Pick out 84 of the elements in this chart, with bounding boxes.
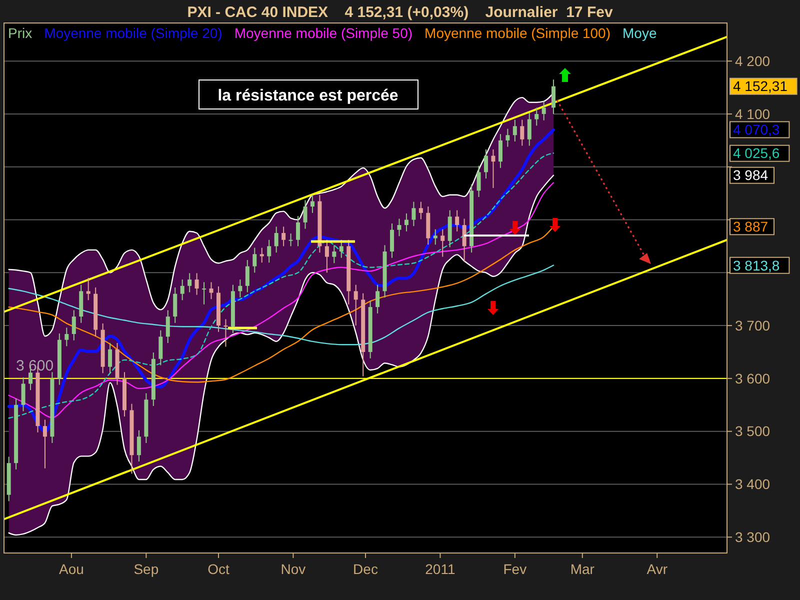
x-tick-label: Sep — [134, 561, 159, 577]
y2-tick-label: 4 152,31 — [733, 78, 788, 94]
candlestick — [303, 200, 308, 230]
candlestick — [491, 148, 496, 189]
candlestick — [390, 222, 394, 258]
candlestick — [282, 226, 286, 247]
text: Moyenne mobile (Simple 100) — [424, 25, 611, 41]
text: Moyenne mobile (Simple 20) — [44, 25, 222, 41]
x-tick-label: Avr — [646, 561, 668, 577]
candlestick — [324, 239, 329, 274]
candlestick — [484, 148, 488, 180]
candlestick — [209, 282, 214, 300]
candlestick — [551, 79, 556, 114]
candlestick — [433, 228, 438, 246]
candlestick — [64, 327, 69, 347]
candlestick — [498, 134, 502, 168]
candlestick — [136, 430, 141, 462]
candlestick — [180, 279, 184, 301]
candlestick — [440, 228, 445, 258]
chart-title: PXI - CAC 40 INDEX 4 152,31 (+0,03%) Journalier 17 Fev — [187, 4, 614, 21]
candlestick — [238, 279, 242, 298]
candlestick — [512, 119, 517, 142]
candlestick — [21, 376, 26, 412]
candlestick — [267, 239, 272, 264]
candlestick — [542, 100, 546, 121]
candlestick — [455, 210, 460, 232]
candlestick — [476, 165, 481, 198]
candlestick — [274, 226, 278, 254]
candlestick — [527, 112, 532, 146]
annotation: la résistance est percée — [218, 88, 398, 105]
candlestick — [534, 107, 539, 126]
candlestick — [224, 318, 228, 348]
candlestick — [42, 419, 47, 469]
candlestick — [202, 282, 206, 305]
x-tick-label: Fev — [503, 561, 527, 577]
y-tick-label: 4 200 — [735, 52, 770, 69]
candlestick — [339, 239, 344, 258]
y-tick-label: 3 300 — [735, 529, 770, 546]
candlestick — [376, 284, 380, 314]
line-series — [8, 264, 554, 346]
text: Prix — [8, 25, 32, 41]
y-tick-label: 3 600 — [735, 370, 770, 386]
candlestick — [310, 194, 314, 214]
candlestick — [166, 310, 170, 344]
candlestick — [296, 216, 300, 247]
candlestick — [108, 342, 112, 374]
candlestick — [188, 272, 192, 293]
candlestick — [86, 277, 90, 301]
x-tick-label: 2011 — [425, 561, 456, 577]
y-tick-label: 3 500 — [735, 423, 770, 440]
x-tick-label: Oct — [208, 561, 230, 577]
x-tick-label: Nov — [280, 561, 306, 577]
candlestick — [404, 212, 408, 232]
candlestick — [506, 128, 510, 148]
x-tick-label: Dec — [353, 561, 378, 577]
y2-tick-label: 4 025,6 — [733, 145, 780, 162]
candlestick — [397, 218, 402, 237]
candlestick — [520, 119, 524, 146]
y2-tick-label: 3 984 — [733, 167, 768, 184]
y2-tick-label: 4 070,3 — [733, 122, 780, 138]
candlestick — [158, 330, 163, 366]
candlestick — [412, 201, 416, 227]
candlestick — [332, 244, 336, 264]
candlestick — [72, 310, 76, 341]
x-tick-label: Mar — [570, 561, 595, 577]
text: Moyenne mobile (Simple 50) — [234, 25, 413, 41]
candlestick — [462, 218, 466, 263]
line-series — [8, 174, 554, 536]
text: Moye — [622, 25, 657, 41]
y2-tick-label: 3 887 — [733, 218, 768, 235]
y-tick-label: 3 400 — [735, 476, 770, 492]
y2-tick-label: 3 813,8 — [733, 257, 780, 274]
y-tick-label: 4 100 — [735, 106, 770, 122]
candlestick — [252, 247, 257, 274]
candlestick — [418, 201, 423, 220]
ref-line-label: 3 600 — [16, 357, 54, 374]
candlestick — [260, 247, 264, 264]
y-tick-label: 3 700 — [735, 317, 770, 334]
candlestick — [288, 233, 293, 247]
candlestick — [194, 272, 199, 296]
candlestick — [245, 259, 250, 293]
x-tick-label: Aou — [59, 561, 84, 577]
candlestick — [173, 286, 178, 324]
candlestick — [354, 284, 358, 326]
